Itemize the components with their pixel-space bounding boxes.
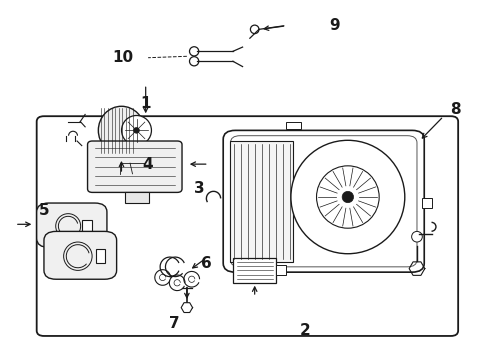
Ellipse shape <box>134 127 139 133</box>
FancyBboxPatch shape <box>88 141 182 192</box>
Ellipse shape <box>250 25 259 33</box>
Ellipse shape <box>342 192 354 203</box>
FancyBboxPatch shape <box>44 231 117 279</box>
Text: 1: 1 <box>141 96 151 111</box>
Ellipse shape <box>190 57 199 66</box>
Ellipse shape <box>291 140 405 254</box>
Text: 2: 2 <box>300 323 311 338</box>
Text: 4: 4 <box>143 157 153 172</box>
Ellipse shape <box>122 116 151 145</box>
Text: 7: 7 <box>170 316 180 331</box>
Bar <box>233 258 276 283</box>
Text: 9: 9 <box>329 18 340 33</box>
Text: 10: 10 <box>112 50 134 65</box>
FancyBboxPatch shape <box>37 116 458 336</box>
Text: 6: 6 <box>201 256 212 271</box>
Bar <box>422 198 432 208</box>
Ellipse shape <box>98 106 145 154</box>
Bar <box>82 220 92 233</box>
Text: 5: 5 <box>39 203 49 218</box>
Ellipse shape <box>190 47 199 56</box>
Ellipse shape <box>317 166 379 228</box>
FancyBboxPatch shape <box>37 203 107 247</box>
Bar <box>125 192 149 203</box>
Text: 3: 3 <box>194 181 204 196</box>
Bar <box>230 141 294 261</box>
Bar <box>286 122 301 129</box>
Ellipse shape <box>412 231 422 242</box>
FancyBboxPatch shape <box>223 130 424 272</box>
Bar <box>96 249 105 263</box>
Bar <box>276 265 286 275</box>
Text: 8: 8 <box>450 102 461 117</box>
